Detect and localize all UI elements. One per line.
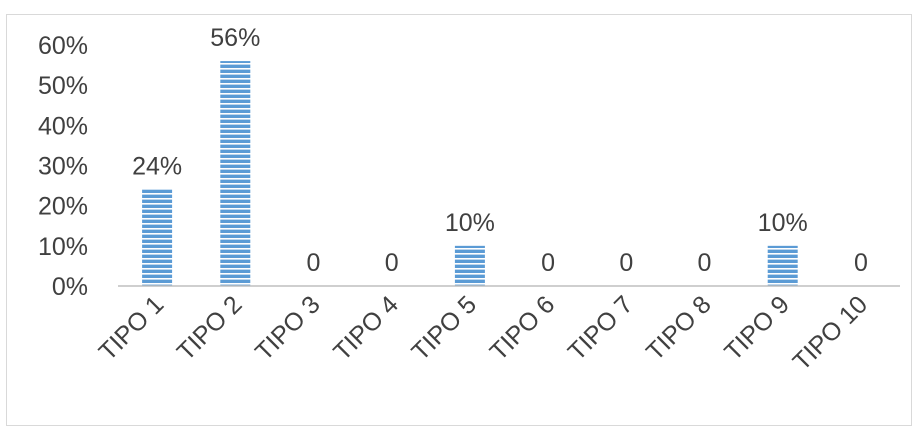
data-label: 0	[698, 249, 712, 277]
y-tick-label: 50%	[38, 72, 88, 100]
y-tick-label: 10%	[38, 233, 88, 261]
y-tick-label: 60%	[38, 32, 88, 60]
data-label: 0	[385, 249, 399, 277]
data-label: 10%	[758, 209, 808, 237]
y-tick-label: 30%	[38, 153, 88, 181]
data-label: 0	[854, 249, 868, 277]
data-label: 56%	[210, 24, 260, 52]
x-tick-label: TIPO 9	[719, 290, 795, 366]
bar	[220, 61, 251, 286]
x-tick-label: TIPO 10	[788, 290, 874, 376]
x-tick-label: TIPO 7	[563, 290, 639, 366]
y-tick-label: 0%	[52, 273, 88, 301]
x-tick-label: TIPO 5	[406, 290, 482, 366]
bar	[454, 245, 485, 286]
x-tick-label: TIPO 2	[172, 290, 248, 366]
y-tick-label: 40%	[38, 112, 88, 140]
data-label: 0	[307, 249, 321, 277]
x-tick-label: TIPO 3	[250, 290, 326, 366]
x-tick-label: TIPO 8	[641, 290, 717, 366]
data-label: 0	[619, 249, 633, 277]
x-tick-label: TIPO 6	[485, 290, 561, 366]
data-label: 0	[541, 249, 555, 277]
bar	[767, 245, 798, 286]
y-tick-label: 20%	[38, 193, 88, 221]
data-label: 24%	[132, 153, 182, 181]
data-label: 10%	[445, 209, 495, 237]
bar	[142, 189, 173, 286]
x-tick-label: TIPO 4	[328, 290, 404, 366]
x-tick-label: TIPO 1	[94, 290, 170, 366]
